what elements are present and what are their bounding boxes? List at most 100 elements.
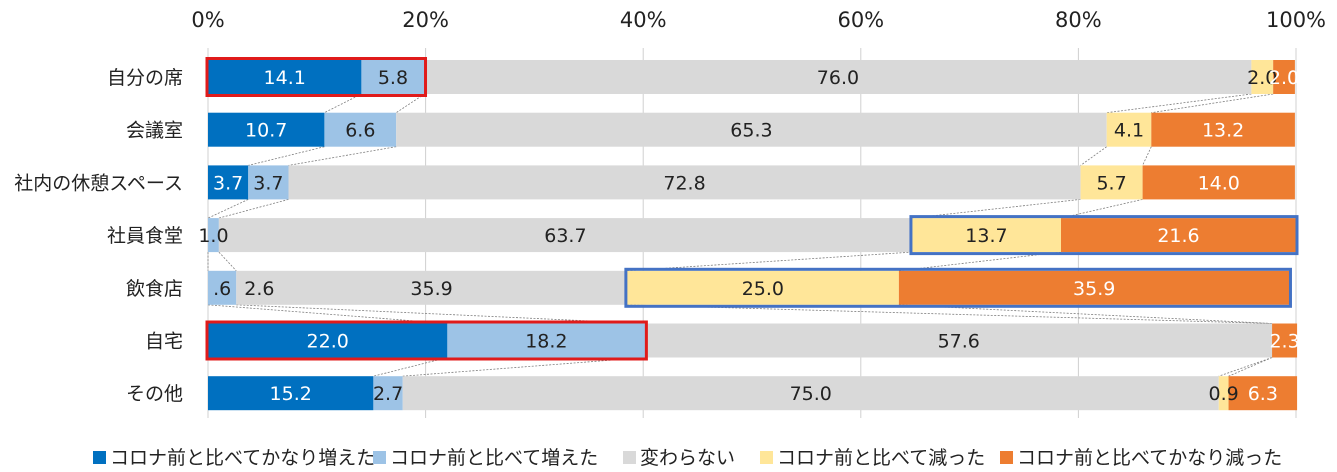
bar-segment [288,165,1081,200]
series-line [1218,357,1273,377]
x-tick-label: 20% [402,8,449,32]
series-line [396,93,425,114]
bar-segment [424,60,1252,94]
highlight-boxes [205,57,1299,361]
legend-swatch [623,451,636,464]
data-label: 21.6 [1157,225,1199,247]
bar-segment [1228,376,1298,411]
data-label: 14.0 [1198,172,1240,194]
bar-segment [361,60,425,94]
bar-segment [1272,323,1298,358]
highlight-box [624,267,1292,308]
series-line [626,304,1273,324]
series-line [898,251,1062,272]
bar-segment [1273,60,1295,94]
data-label: 2.3 [1269,331,1299,353]
series-lines [207,93,1274,377]
bar-segment [1080,165,1143,200]
legend-label: コロナ前と比べてかなり増えた [110,447,375,469]
bar-segment [248,165,289,200]
category-label: 自分の席 [107,67,183,89]
data-label: 2.0 [1269,67,1299,89]
bar-segment [626,270,899,305]
bar-segment [911,218,1061,253]
bar-segment [1142,165,1295,200]
category-label: 社員食堂 [107,225,183,247]
data-label: 13.7 [965,225,1007,247]
bar-segment [1251,60,1274,94]
category-label: 飲食店 [126,278,183,300]
data-label: 13.2 [1202,120,1244,142]
data-label: 3.7 [253,172,283,194]
data-label: 0.9 [1209,383,1239,405]
legend-swatch [760,451,773,464]
legend-label: コロナ前と比べて増えた [390,447,598,469]
series-line [248,146,325,166]
legend-label: コロナ前と比べてかなり減った [1017,447,1282,469]
data-label: 2.0 [1247,67,1277,89]
series-line [288,146,397,166]
data-label: 3.7 [213,172,243,194]
bar-segment [208,323,448,358]
data-labels: 14.1 5.8 76.0 2.02.0 10.7 6.6 65.3 4.1 13.2 3.7 3.… [198,67,1299,405]
series-line [1106,93,1252,114]
data-label: 76.0 [817,67,859,89]
data-label: 5.8 [378,67,408,89]
x-tick-label: 100% [1266,8,1326,32]
bar-segment [402,376,1219,411]
bar-segment [236,270,627,305]
series-line [1080,146,1107,166]
data-label: .6 [213,278,231,300]
x-tick-label: 80% [1055,8,1102,32]
series-line [1142,146,1152,166]
bar-segment [645,323,1273,358]
bar-segment [1060,218,1296,253]
highlight-box [909,215,1299,256]
bar-segment [324,112,397,147]
series-line [1228,357,1273,377]
data-label: 2.6 [244,278,274,300]
data-label: 22.0 [307,331,349,353]
data-label: 14.1 [264,67,306,89]
legend-swatch [373,451,386,464]
data-label: 35.9 [1073,278,1115,300]
data-label: 18.2 [525,331,567,353]
data-label: 35.9 [410,278,452,300]
series-line [626,251,912,272]
highlight-box [205,320,648,361]
data-label: 65.3 [730,120,772,142]
data-label: 5.7 [1096,172,1126,194]
series-line [373,357,448,377]
series-line [218,251,237,272]
category-label: 会議室 [126,120,183,142]
bar-segment [208,270,237,305]
category-label: 社内の休憩スペース [14,172,183,194]
series-line [236,304,646,324]
legend: コロナ前と比べてかなり増えた コロナ前と比べて増えた 変わらない コロナ前と比べて減っ… [93,447,1282,469]
data-label: 2.7 [373,383,403,405]
x-tick-label: 40% [620,8,667,32]
data-label: 15.2 [270,383,312,405]
data-label: 25.0 [742,278,784,300]
category-label: その他 [126,383,183,405]
data-label: 4.1 [1114,120,1144,142]
data-label: 6.3 [1248,383,1278,405]
bar-segment [898,270,1290,305]
bar-segment [208,165,249,200]
bar-segment [396,112,1107,147]
series-line [207,304,448,324]
bar-segment [208,218,219,253]
category-label: 自宅 [145,331,183,353]
series-line [218,199,289,219]
legend-label: 変わらない [640,447,735,469]
bar-segment [373,376,403,411]
data-label: 6.6 [345,120,375,142]
data-label: 57.6 [938,331,980,353]
series-line [911,199,1081,219]
bar-segment [218,218,912,253]
bar-segment [208,376,374,411]
data-label: 63.7 [544,225,586,247]
highlight-box [205,57,428,97]
